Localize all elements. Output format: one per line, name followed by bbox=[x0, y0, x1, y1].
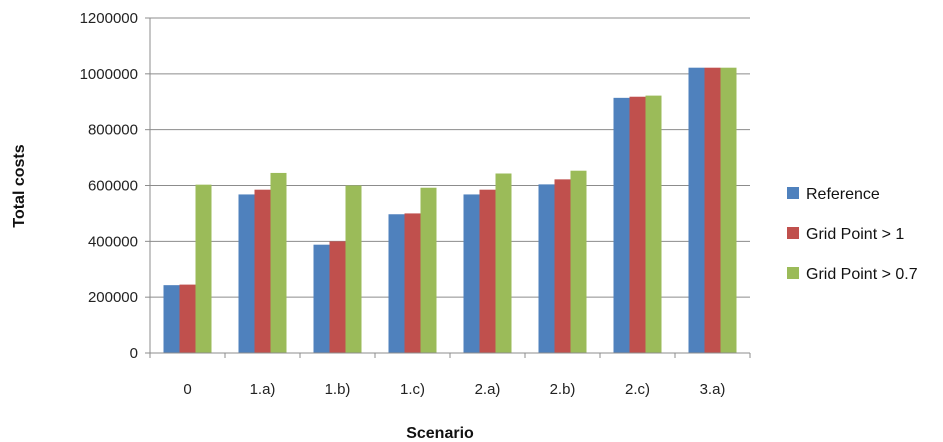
bar bbox=[329, 241, 346, 353]
x-tick-label: 2.b) bbox=[550, 381, 576, 398]
bar bbox=[538, 184, 555, 353]
y-tick-label: 200000 bbox=[88, 289, 138, 306]
x-axis-title: Scenario bbox=[406, 425, 474, 442]
bar bbox=[613, 97, 630, 353]
bar bbox=[463, 194, 480, 353]
legend-label: Reference bbox=[806, 186, 880, 203]
legend-swatch bbox=[787, 187, 799, 199]
bar bbox=[270, 172, 287, 353]
legend-label: Grid Point > 0.7 bbox=[806, 266, 918, 283]
bar bbox=[254, 189, 271, 353]
x-tick-labels: 0 1.a) 1.b) 1.c) 2.a) 2.b) 2.c) 3.a) bbox=[149, 353, 751, 398]
bar bbox=[345, 185, 362, 353]
y-tick-labels: 0 200000 400000 600000 800000 1000000 1200000 bbox=[80, 10, 150, 362]
legend-swatch bbox=[787, 267, 799, 279]
x-tick-label: 2.a) bbox=[475, 381, 501, 398]
y-tick-label: 600000 bbox=[88, 178, 138, 195]
bar bbox=[404, 213, 421, 353]
bar bbox=[195, 184, 212, 353]
bar bbox=[688, 67, 705, 354]
x-tick-label: 3.a) bbox=[700, 381, 726, 398]
x-tick-label: 0 bbox=[183, 381, 191, 398]
y-tick-label: 1000000 bbox=[80, 66, 138, 83]
bars bbox=[163, 67, 737, 354]
bar bbox=[629, 96, 646, 353]
bar bbox=[570, 170, 587, 353]
x-tick-label: 1.b) bbox=[325, 381, 351, 398]
bar bbox=[388, 214, 405, 353]
bar bbox=[495, 173, 512, 353]
bar bbox=[238, 194, 255, 353]
y-tick-label: 0 bbox=[130, 345, 138, 362]
bar bbox=[704, 67, 721, 354]
bar bbox=[420, 187, 437, 353]
bar bbox=[313, 244, 330, 353]
bar bbox=[479, 189, 496, 353]
legend-label: Grid Point > 1 bbox=[806, 226, 904, 243]
legend-swatch bbox=[787, 227, 799, 239]
y-tick-label: 800000 bbox=[88, 122, 138, 139]
x-tick-label: 2.c) bbox=[625, 381, 650, 398]
bar bbox=[554, 179, 571, 353]
y-tick-label: 1200000 bbox=[80, 10, 138, 27]
x-tick-label: 1.c) bbox=[400, 381, 425, 398]
bar bbox=[163, 285, 180, 353]
legend: Reference Grid Point > 1 Grid Point > 0.7 bbox=[787, 186, 918, 283]
bar bbox=[720, 67, 737, 354]
bar bbox=[645, 95, 662, 353]
bar bbox=[179, 284, 196, 353]
y-tick-label: 400000 bbox=[88, 233, 138, 250]
x-tick-label: 1.a) bbox=[250, 381, 276, 398]
y-axis-title: Total costs bbox=[11, 144, 28, 227]
